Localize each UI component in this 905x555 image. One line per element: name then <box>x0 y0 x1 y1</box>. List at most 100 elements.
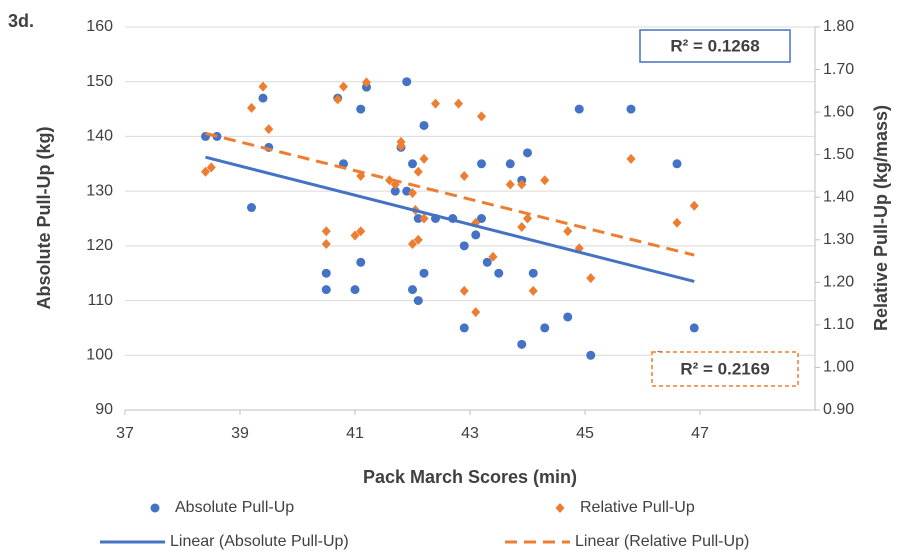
point <box>477 111 486 122</box>
point <box>574 104 584 114</box>
annotation: R² = 0.1268 <box>670 36 759 55</box>
point <box>321 239 331 250</box>
y-tick-label: 90 <box>95 401 113 418</box>
point <box>523 213 532 224</box>
point <box>356 226 366 237</box>
x-tick-label: 37 <box>116 425 134 442</box>
y2-tick-label: 1.70 <box>823 61 854 78</box>
point <box>517 222 527 233</box>
point <box>350 230 360 241</box>
point <box>419 153 429 164</box>
point <box>482 257 492 267</box>
point <box>390 186 400 196</box>
legend-swatch <box>150 503 160 513</box>
point <box>413 166 423 177</box>
point <box>626 153 636 164</box>
point <box>459 323 469 333</box>
point <box>321 268 331 278</box>
y-tick-label: 130 <box>86 182 113 199</box>
point <box>471 307 481 318</box>
point <box>350 285 360 295</box>
point <box>413 296 423 306</box>
point <box>413 234 423 245</box>
point <box>528 268 538 278</box>
point <box>672 159 682 169</box>
annotation-box <box>651 351 799 387</box>
y2-tick-label: 1.10 <box>823 316 854 333</box>
x-tick-label: 41 <box>346 425 364 442</box>
y-tick-label: 160 <box>86 18 113 35</box>
y2-tick-label: 1.20 <box>823 274 854 291</box>
y2-tick-label: 1.60 <box>823 103 854 120</box>
point <box>419 120 429 130</box>
point <box>517 339 527 349</box>
point <box>505 179 515 190</box>
point <box>540 323 550 333</box>
point <box>528 285 538 296</box>
y-tick-label: 100 <box>86 347 113 364</box>
point <box>626 104 636 114</box>
y-axis-title: Absolute Pull-Up (kg) <box>34 127 54 310</box>
legend-label: Linear (Absolute Pull-Up) <box>170 533 349 550</box>
point <box>408 159 417 169</box>
point <box>586 350 596 360</box>
point <box>471 230 481 240</box>
point <box>689 200 699 211</box>
point <box>362 77 371 88</box>
point <box>339 81 348 92</box>
point <box>396 141 406 152</box>
point <box>689 323 699 333</box>
annotation: R² = 0.2169 <box>680 359 769 378</box>
point <box>477 159 486 169</box>
point <box>333 94 343 105</box>
y2-tick-label: 1.30 <box>823 231 854 248</box>
y2-tick-label: 0.90 <box>823 401 854 418</box>
y2-axis-title: Relative Pull-Up (kg/mass) <box>871 105 891 331</box>
x-tick-label: 45 <box>576 425 594 442</box>
point <box>247 102 256 113</box>
y2-tick-label: 1.50 <box>823 146 854 163</box>
point <box>563 226 573 237</box>
point <box>321 285 331 295</box>
y-tick-label: 150 <box>86 73 113 90</box>
point <box>247 203 256 213</box>
point <box>264 124 274 135</box>
point <box>258 81 268 92</box>
legend-label: Absolute Pull-Up <box>175 499 294 516</box>
trendline <box>205 155 695 283</box>
point <box>413 214 423 223</box>
point <box>454 98 463 109</box>
legend-swatch <box>555 503 565 513</box>
panel-label: 3d. <box>8 11 34 31</box>
point <box>356 104 366 114</box>
annotation-box <box>639 29 791 63</box>
point <box>517 179 527 190</box>
point <box>408 239 417 250</box>
point <box>321 226 331 237</box>
y-tick-label: 120 <box>86 237 113 254</box>
x-axis-title: Pack March Scores (min) <box>363 467 577 487</box>
legend-label: Relative Pull-Up <box>580 499 695 516</box>
y2-tick-label: 1.00 <box>823 359 854 376</box>
point <box>672 217 682 228</box>
point <box>563 312 573 322</box>
y-tick-label: 140 <box>86 128 113 145</box>
point <box>431 98 440 109</box>
point <box>408 187 417 198</box>
point <box>494 268 504 278</box>
point <box>206 162 216 173</box>
point <box>459 241 469 251</box>
x-tick-label: 47 <box>691 425 709 442</box>
point <box>408 285 417 295</box>
trendline <box>205 131 695 257</box>
point <box>402 77 412 87</box>
legend-label: Linear (Relative Pull-Up) <box>575 533 749 550</box>
point <box>477 214 486 223</box>
y2-tick-label: 1.80 <box>823 18 854 35</box>
y2-tick-label: 1.40 <box>823 188 854 205</box>
x-tick-label: 43 <box>461 425 479 442</box>
point <box>459 285 469 296</box>
point <box>540 175 550 186</box>
point <box>586 273 596 284</box>
